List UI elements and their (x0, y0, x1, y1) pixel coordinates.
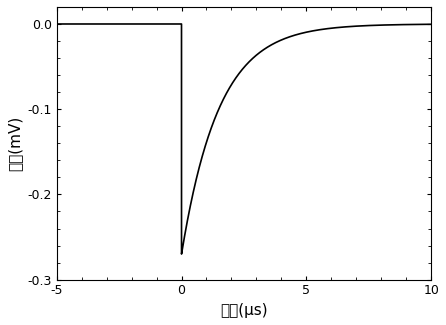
X-axis label: 时间(μs): 时间(μs) (220, 303, 268, 318)
Y-axis label: 幅度(mV): 幅度(mV) (7, 116, 22, 171)
